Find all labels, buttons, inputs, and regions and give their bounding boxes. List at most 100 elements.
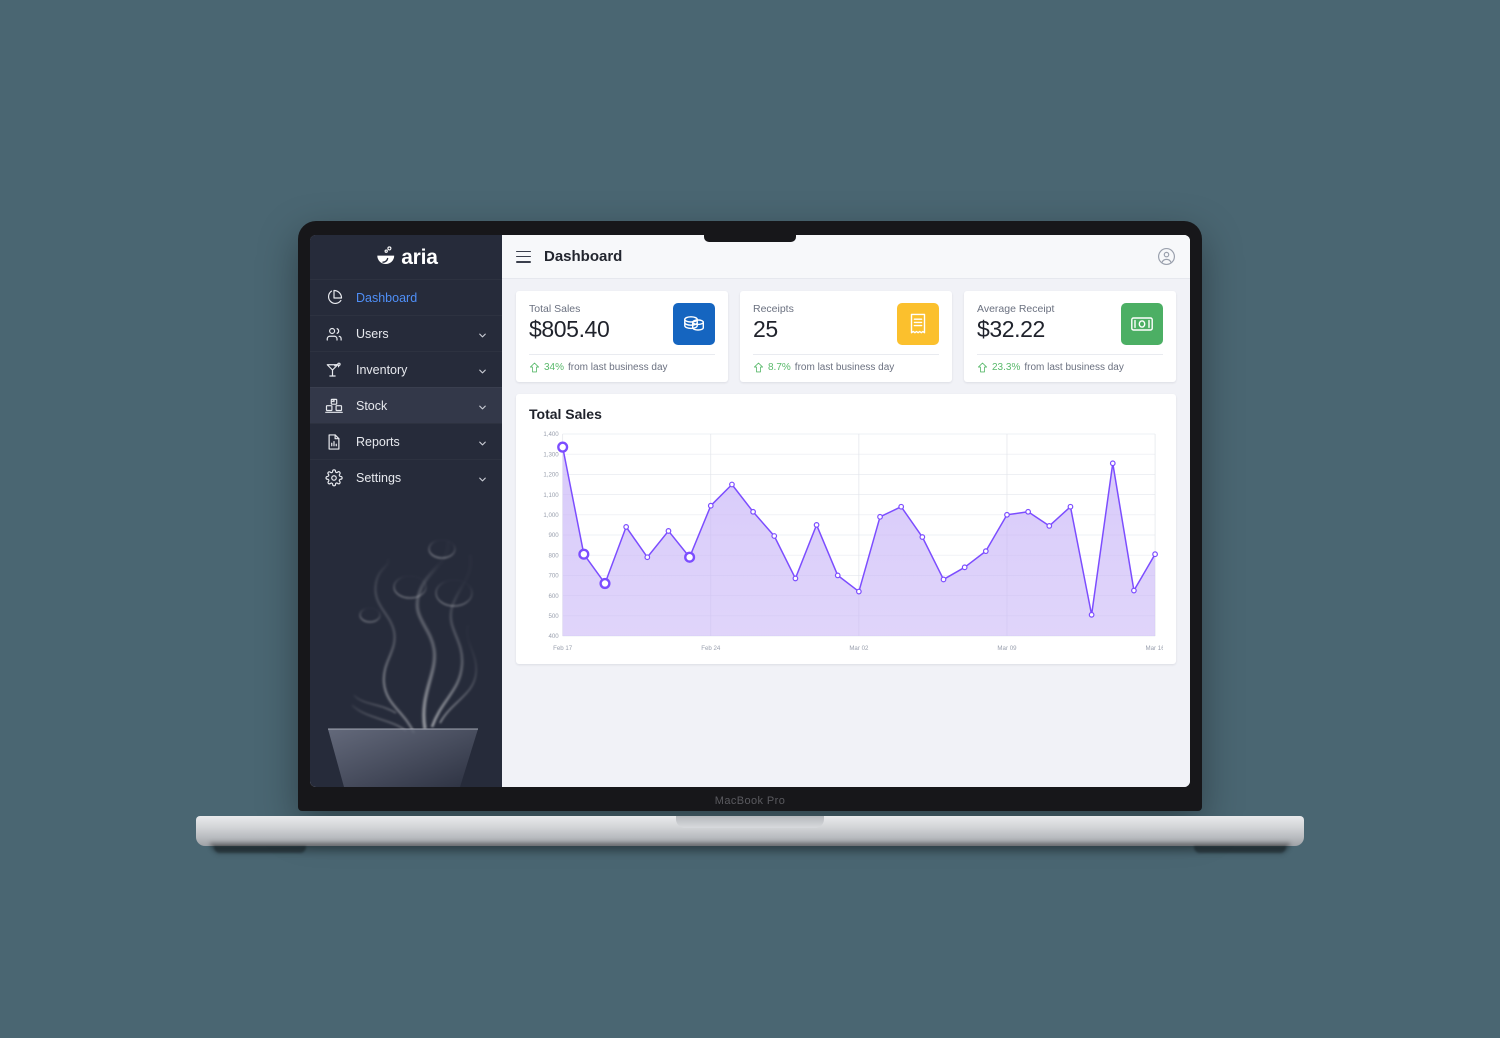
sidebar-item-reports[interactable]: Reports <box>310 423 502 459</box>
y-axis-tick-label: 400 <box>548 633 559 640</box>
sidebar-smoke-decoration <box>310 497 502 787</box>
x-axis-tick-label: Mar 02 <box>849 645 869 652</box>
arrow-up-icon <box>529 362 540 373</box>
card-change-text: from last business day <box>568 362 668 373</box>
card-value: $805.40 <box>529 316 610 342</box>
laptop-brand-label: MacBook Pro <box>714 795 786 807</box>
y-axis-tick-label: 700 <box>548 573 559 580</box>
y-axis-tick-label: 800 <box>548 552 559 559</box>
chart-data-point <box>707 502 714 509</box>
y-axis-tick-label: 1,000 <box>543 512 559 519</box>
laptop-base-shadow <box>210 843 1290 857</box>
sidebar: aria Dashboard <box>310 235 502 787</box>
sidebar-item-stock[interactable]: Stock <box>310 387 502 423</box>
laptop-lid: aria Dashboard <box>298 221 1202 811</box>
chart-data-point <box>1067 503 1074 510</box>
chart-data-point <box>684 551 696 563</box>
sidebar-item-label: Inventory <box>356 362 408 377</box>
y-axis-tick-label: 500 <box>548 613 559 620</box>
sidebar-item-inventory[interactable]: Inventory <box>310 351 502 387</box>
card-label: Receipts <box>753 303 794 315</box>
card-text: Receipts 25 <box>753 303 794 342</box>
sidebar-item-label: Dashboard <box>356 290 418 305</box>
card-change-pct: 8.7% <box>768 362 791 373</box>
bowl-steam-logo-icon <box>374 245 398 269</box>
card-label: Total Sales <box>529 303 581 315</box>
chevron-down-icon[interactable] <box>477 400 488 411</box>
card-value: $32.22 <box>977 316 1045 342</box>
chart-data-point <box>1109 460 1116 467</box>
sidebar-item-dashboard[interactable]: Dashboard <box>310 279 502 315</box>
chart-title: Total Sales <box>529 406 602 422</box>
chart-data-point <box>919 534 926 540</box>
card-change-text: from last business day <box>794 362 895 373</box>
chart-data-point <box>940 576 947 583</box>
card-change: 23.3% from last business day <box>977 362 1163 373</box>
app-logo-text: aria <box>401 245 438 269</box>
chart-data-point <box>771 533 778 539</box>
chart-data-point <box>1004 511 1010 518</box>
chart-data-point <box>834 572 841 579</box>
card-top: Total Sales $805.40 <box>529 303 715 345</box>
chart-data-point <box>856 588 862 595</box>
chart-data-point <box>750 508 756 515</box>
page-title: Dashboard <box>544 248 623 265</box>
card-top: Receipts 25 <box>753 303 939 345</box>
chart-data-point <box>813 521 820 528</box>
laptop-base-lip <box>676 816 824 828</box>
banknote-icon <box>1121 303 1163 345</box>
x-axis-tick-label: Feb 24 <box>701 645 721 652</box>
card-text: Total Sales $805.40 <box>529 303 610 342</box>
card-value: 25 <box>753 316 778 342</box>
sidebar-item-label: Reports <box>356 434 400 449</box>
boxes-icon <box>325 397 343 415</box>
main-pane: Dashboard <box>502 235 1190 787</box>
users-icon <box>325 325 343 343</box>
y-axis-tick-label: 1,200 <box>543 472 559 479</box>
chevron-down-icon[interactable] <box>477 436 488 447</box>
laptop-base <box>196 816 1304 846</box>
sidebar-item-label: Settings <box>356 470 402 485</box>
card-change: 8.7% from last business day <box>753 362 939 373</box>
chevron-down-icon[interactable] <box>477 472 488 483</box>
card-label: Average Receipt <box>977 303 1055 315</box>
kpi-card-total-sales: Total Sales $805.40 <box>516 291 728 382</box>
chart-data-point <box>599 577 611 590</box>
chart-data-point <box>898 503 905 510</box>
user-circle-icon[interactable] <box>1157 247 1176 266</box>
chart-data-point <box>877 513 883 520</box>
chart-data-point <box>1046 523 1053 529</box>
chevron-down-icon[interactable] <box>477 364 488 375</box>
report-doc-icon <box>325 433 343 451</box>
card-change: 34% from last business day <box>529 362 715 373</box>
y-axis-tick-label: 1,400 <box>543 431 559 438</box>
sidebar-item-settings[interactable]: Settings <box>310 459 502 495</box>
kpi-card-row: Total Sales $805.40 <box>516 291 1176 382</box>
x-axis-tick-label: Mar 16 <box>1146 645 1163 652</box>
card-top: Average Receipt $32.22 <box>977 303 1163 345</box>
coins-stack-icon <box>673 303 715 345</box>
laptop-foot-left <box>214 846 306 853</box>
chart-data-point <box>792 575 799 582</box>
sidebar-item-label: Users <box>356 326 389 341</box>
chart-data-point <box>1088 611 1095 618</box>
card-change-text: from last business day <box>1024 362 1124 373</box>
sidebar-item-users[interactable]: Users <box>310 315 502 351</box>
chart-data-point <box>665 528 672 534</box>
topbar: Dashboard <box>502 235 1190 279</box>
hamburger-icon[interactable] <box>516 250 531 263</box>
arrow-up-icon <box>977 362 988 373</box>
y-axis-tick-label: 1,100 <box>543 492 559 499</box>
card-divider <box>529 354 715 355</box>
card-divider <box>753 354 939 355</box>
total-sales-area-chart[interactable]: 400 500 600 700 800 900 1,000 1,100 1,200 1,300 1,… <box>529 426 1163 656</box>
content-area: Total Sales $805.40 <box>502 279 1190 787</box>
chart-data-point <box>982 548 989 555</box>
card-change-pct: 34% <box>544 362 565 373</box>
chevron-down-icon[interactable] <box>477 328 488 339</box>
card-text: Average Receipt $32.22 <box>977 303 1054 342</box>
chart-data-point <box>644 554 651 561</box>
app-logo[interactable]: aria <box>310 235 502 279</box>
